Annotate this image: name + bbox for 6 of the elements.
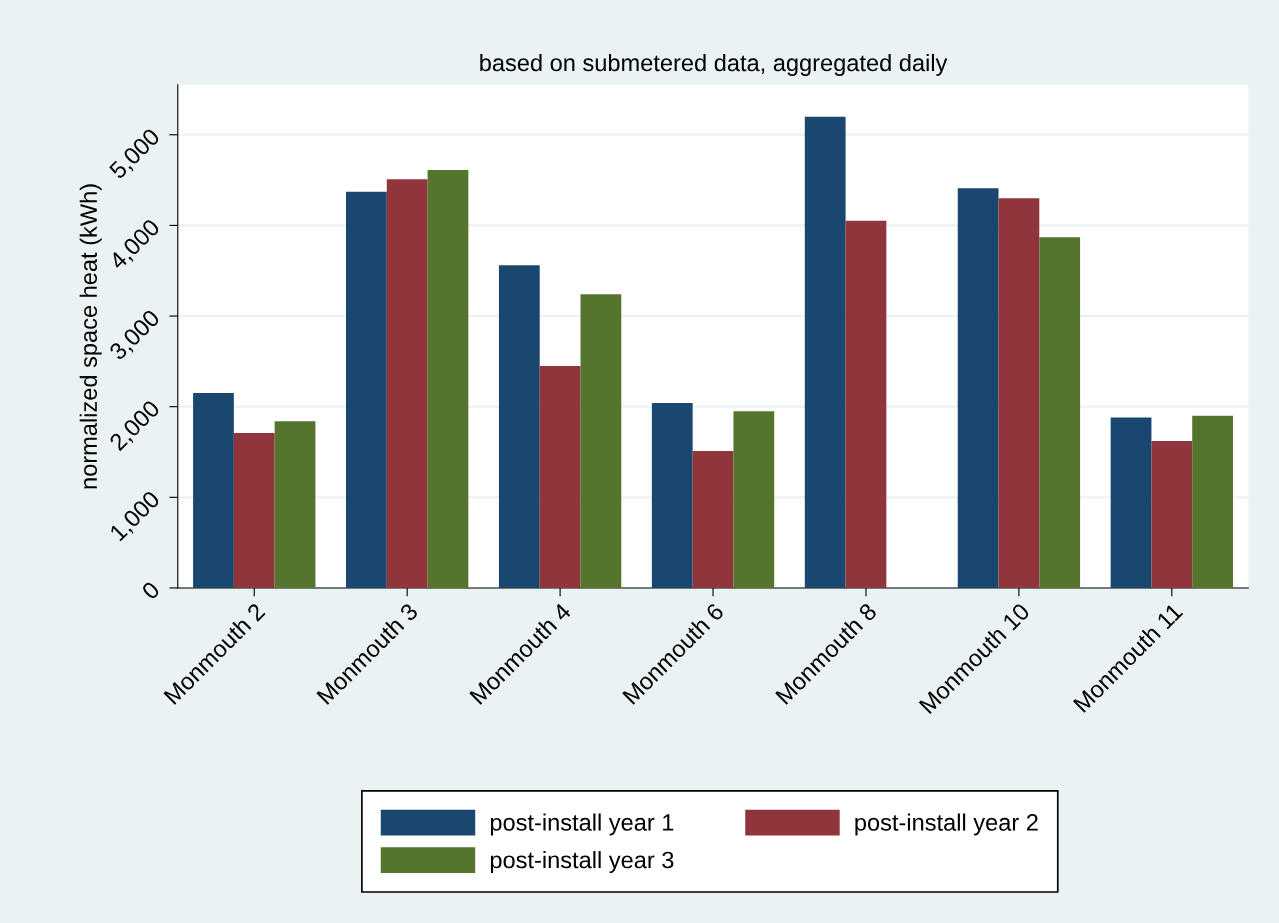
legend-label: post-install year 1 [490,813,674,836]
legend-label: post-install year 3 [490,851,674,874]
y-tick-label: 0 [140,580,161,601]
chart-title: based on submetered data, aggregated daily [480,53,948,76]
legend-label: post-install year 2 [855,813,1038,836]
y-axis-title: normalized space heat (kWh) [79,184,102,489]
